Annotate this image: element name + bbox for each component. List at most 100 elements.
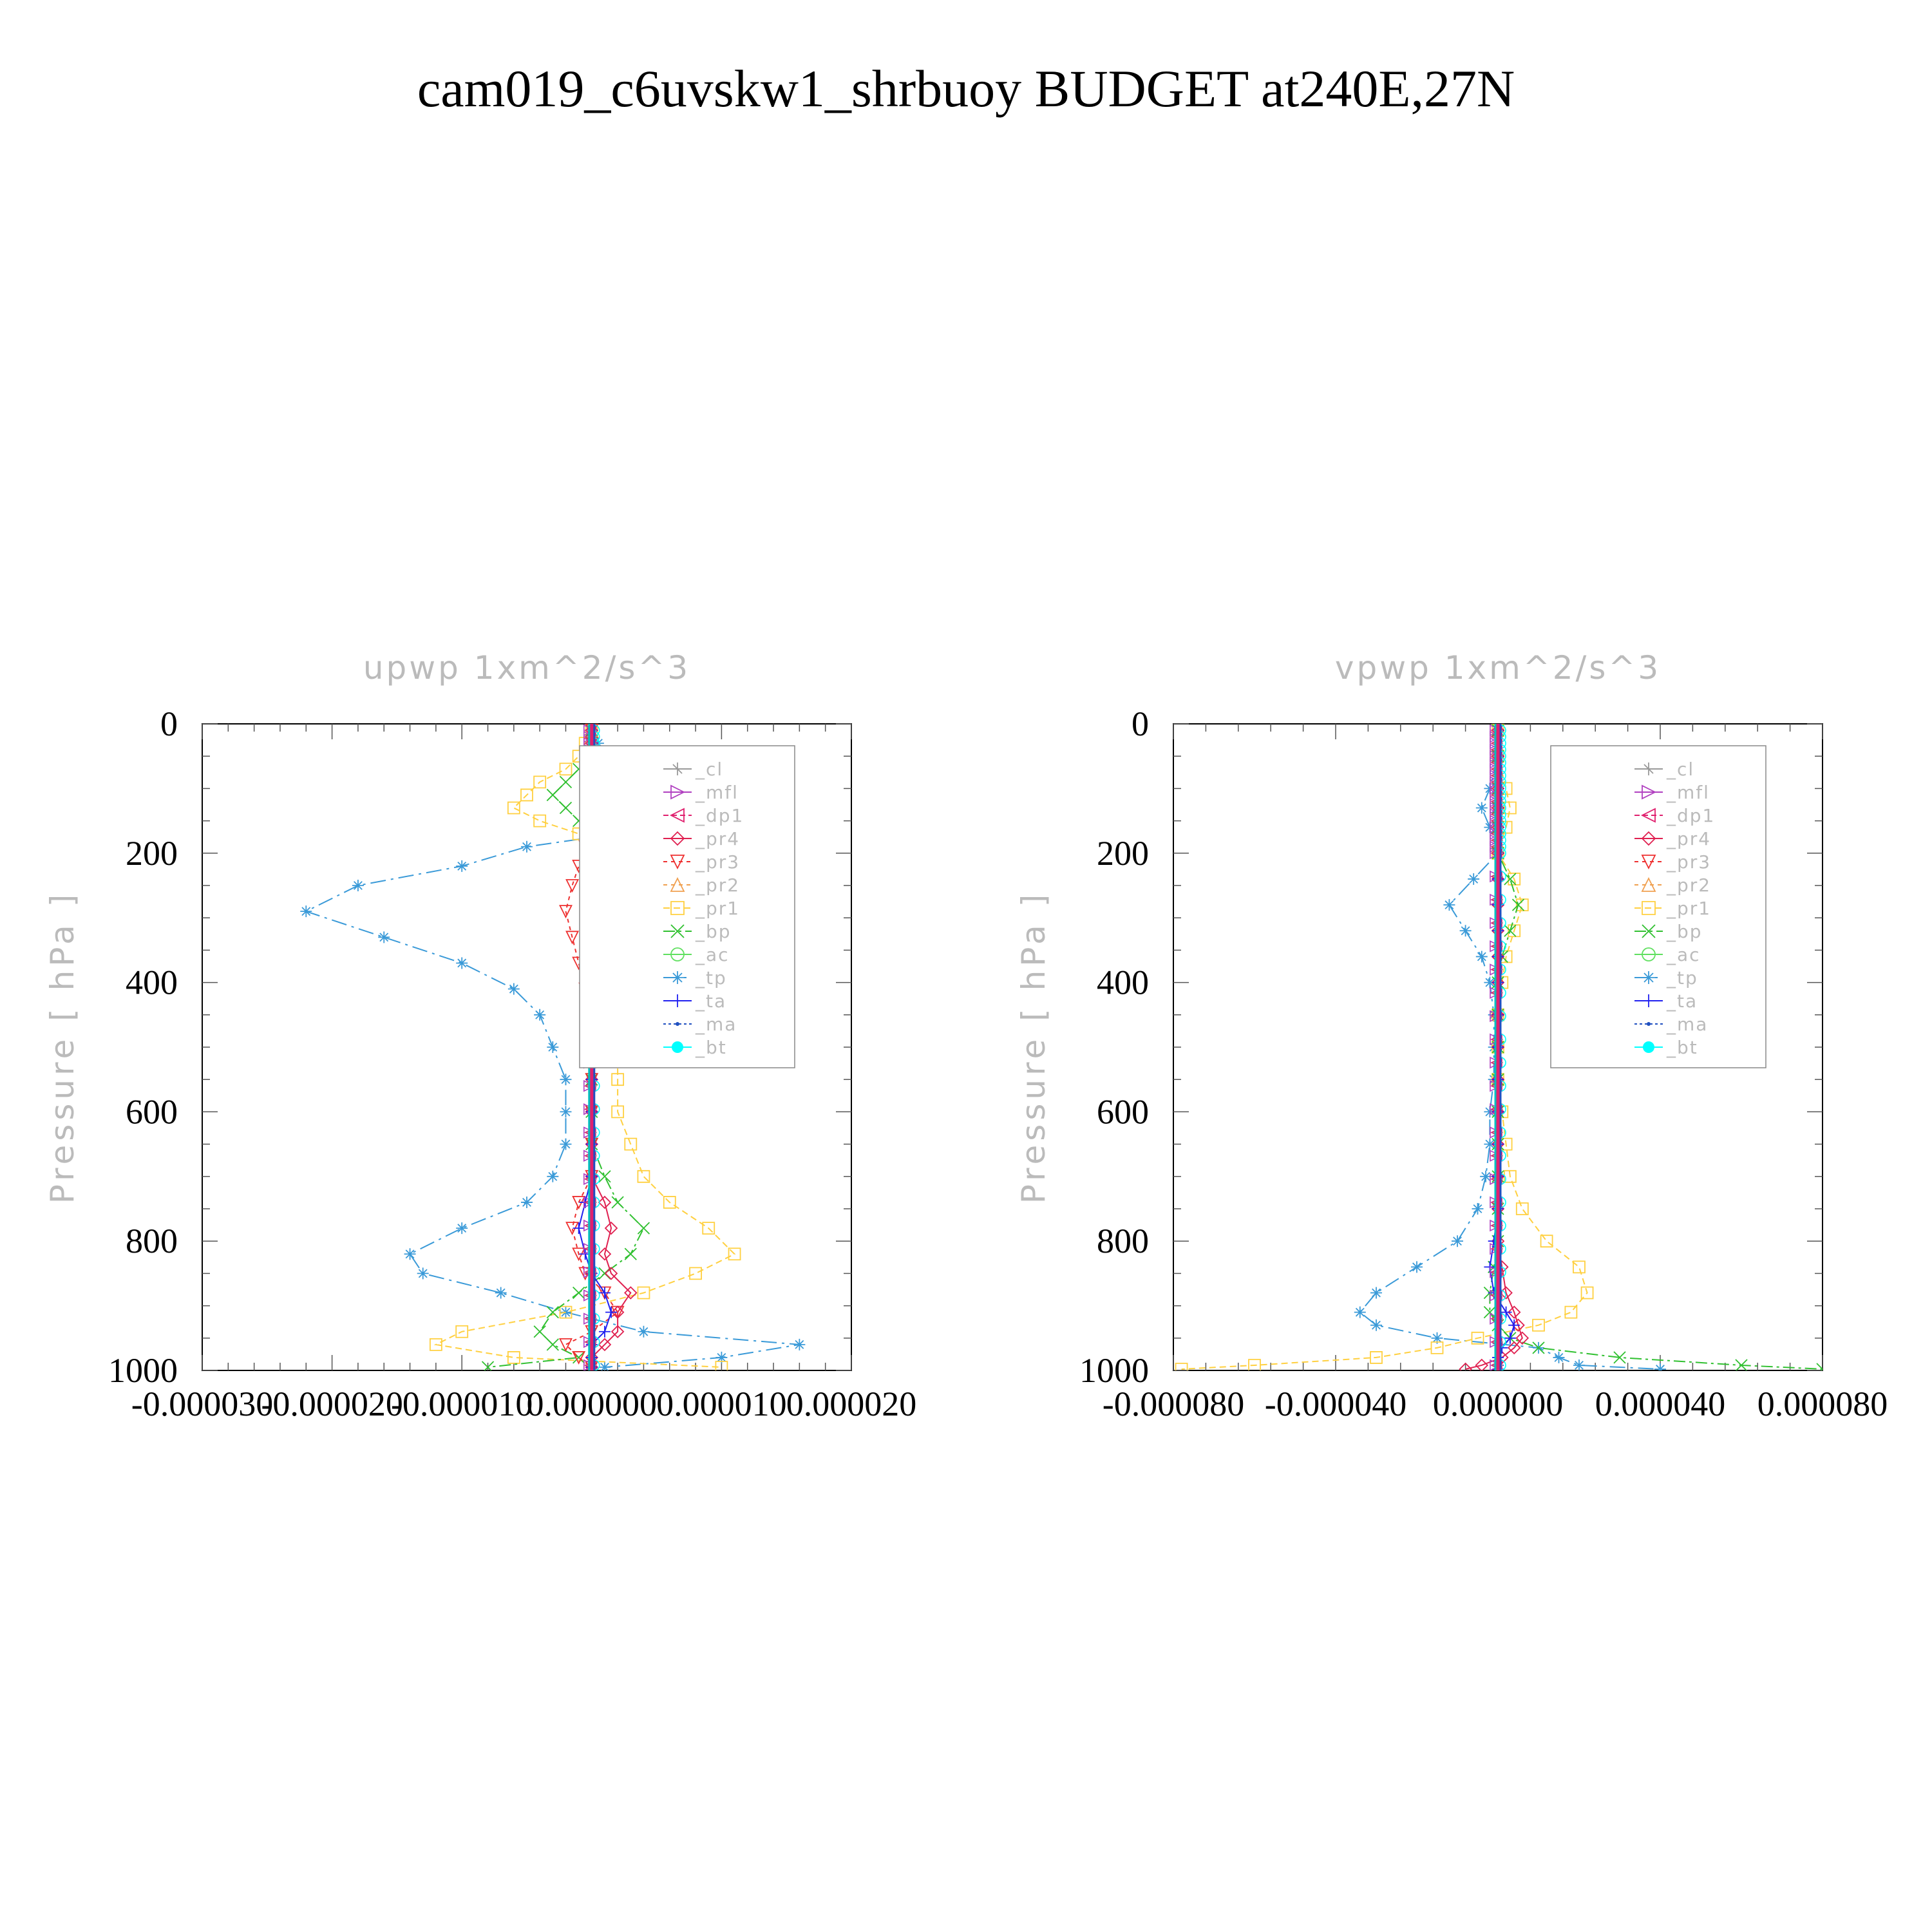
legend: _cl_mfl_dp1_pr4_pr3_pr2_pr1_bp_ac_tp_ta_…: [1550, 745, 1766, 1068]
data-point-bp: [598, 1170, 611, 1183]
legend-marker: [1642, 762, 1655, 775]
y-tick-label: 800: [1097, 1222, 1149, 1260]
data-point-ta: [1508, 1319, 1520, 1331]
x-tick-label: 0.000080: [1757, 1385, 1888, 1423]
legend-label: _mfl: [1666, 782, 1710, 803]
data-point-tp: [300, 905, 312, 918]
data-point-bp: [1504, 924, 1517, 937]
data-point-bp: [546, 1306, 559, 1319]
legend-label: _pr4: [1666, 828, 1711, 849]
legend-marker: [1642, 994, 1655, 1007]
legend-label: _pr2: [695, 875, 740, 896]
data-point-pr1: [1504, 1170, 1517, 1183]
legend-marker: [670, 901, 685, 915]
data-point-tp: [521, 840, 533, 853]
data-point-bp: [1511, 898, 1525, 911]
data-point-tp: [404, 1248, 416, 1260]
data-point-tp: [1553, 1351, 1565, 1363]
data-point-tp: [1370, 1287, 1382, 1299]
x-tick-label: -0.000020: [261, 1385, 402, 1423]
minor-ticks: [1173, 723, 1823, 1371]
x-tick-label: 0.000000: [1433, 1385, 1564, 1423]
data-point-tp: [417, 1267, 429, 1280]
x-tick-label: 0.000020: [786, 1385, 917, 1423]
data-point-ta: [573, 1222, 585, 1235]
data-point-pr1: [507, 801, 520, 815]
data-point-tp: [1411, 1261, 1423, 1273]
data-point-pr4: [611, 1325, 625, 1339]
data-point-pr1: [1248, 1359, 1261, 1370]
y-tick-label: 800: [126, 1222, 178, 1260]
data-point-tp: [1452, 1235, 1463, 1247]
data-point-tp: [456, 860, 468, 872]
data-point-bp: [533, 1325, 546, 1338]
data-point-pr1: [1430, 1341, 1444, 1354]
y-tick-label: 0: [160, 705, 178, 743]
legend-marker: [1643, 1041, 1654, 1053]
legend-marker: [672, 1041, 683, 1053]
data-point-pr1: [520, 788, 533, 802]
legend-marker: [1642, 924, 1656, 938]
legend-marker: [1642, 901, 1656, 915]
legend-marker: [1641, 855, 1656, 870]
data-point-tp: [1475, 951, 1488, 963]
data-point-tp: [1480, 1170, 1492, 1182]
data-point-pr1: [533, 814, 547, 828]
data-point-pr1: [1573, 1260, 1586, 1274]
legend-label: _mfl: [695, 782, 739, 803]
data-point-pr1: [1515, 1202, 1529, 1215]
legend-label: _pr4: [695, 828, 740, 849]
data-point-pr1: [1540, 1235, 1553, 1248]
data-point-pr1: [1175, 1363, 1188, 1370]
data-point-pr1: [663, 1196, 676, 1209]
data-point-pr4: [598, 1247, 612, 1261]
series-line-pr1: [1181, 730, 1588, 1370]
legend-label: _ta: [1666, 990, 1698, 1012]
data-point-bp: [611, 1196, 624, 1209]
data-point-tp: [1475, 802, 1488, 814]
data-point-bp: [624, 1247, 637, 1260]
data-point-tp: [1431, 1332, 1443, 1344]
legend-marker: [676, 1022, 679, 1026]
legend-box: [1550, 745, 1766, 1068]
data-point-tp: [547, 1170, 559, 1182]
data-point-pr1: [429, 1338, 442, 1351]
data-point-bp: [1532, 1341, 1545, 1354]
data-point-pr1: [637, 1286, 650, 1300]
data-point-pr1: [689, 1267, 702, 1280]
legend-marker: [670, 831, 685, 846]
chart-panel-vpwp: vpwp 1xm^2/s^3 Pressure [ hPa ] 0 200 400 600…: [1015, 649, 1888, 1423]
y-tick-label: 0: [1132, 705, 1149, 743]
legend-label: _bt: [1666, 1037, 1698, 1058]
legend-label: _bt: [695, 1037, 727, 1058]
data-point-bp: [559, 801, 573, 815]
data-point-pr1: [728, 1247, 741, 1261]
data-point-bp: [1504, 873, 1517, 886]
data-point-pr1: [715, 1361, 728, 1370]
data-point-pr4: [624, 1286, 638, 1300]
data-point-pr1: [1370, 1351, 1383, 1364]
legend-marker: [1642, 947, 1656, 961]
data-point-tp: [547, 1041, 559, 1053]
legend-marker: [1647, 1022, 1651, 1026]
legend-label: _pr1: [1666, 898, 1711, 919]
data-point-tp: [560, 1106, 572, 1118]
legend-marker: [671, 994, 684, 1007]
data-point-ta: [605, 1306, 618, 1318]
y-tick-label: 400: [1097, 963, 1149, 1002]
data-point-bp: [573, 1286, 585, 1300]
data-point-pr4: [604, 1267, 618, 1280]
data-point-tp: [1468, 873, 1480, 885]
x-tick-label: 0.000000: [527, 1385, 658, 1423]
legend-marker: [670, 924, 685, 938]
data-point-bp: [1816, 1363, 1823, 1370]
data-point-pr4: [1475, 1358, 1489, 1370]
data-point-pr1: [1471, 1331, 1484, 1345]
legend-label: _tp: [1666, 967, 1698, 989]
legend-label: _ma: [1666, 1014, 1708, 1035]
data-point-tp: [560, 1138, 572, 1150]
legend-marker: [670, 855, 685, 870]
data-point-tp: [1484, 1138, 1496, 1150]
data-point-pr4: [598, 1338, 612, 1352]
